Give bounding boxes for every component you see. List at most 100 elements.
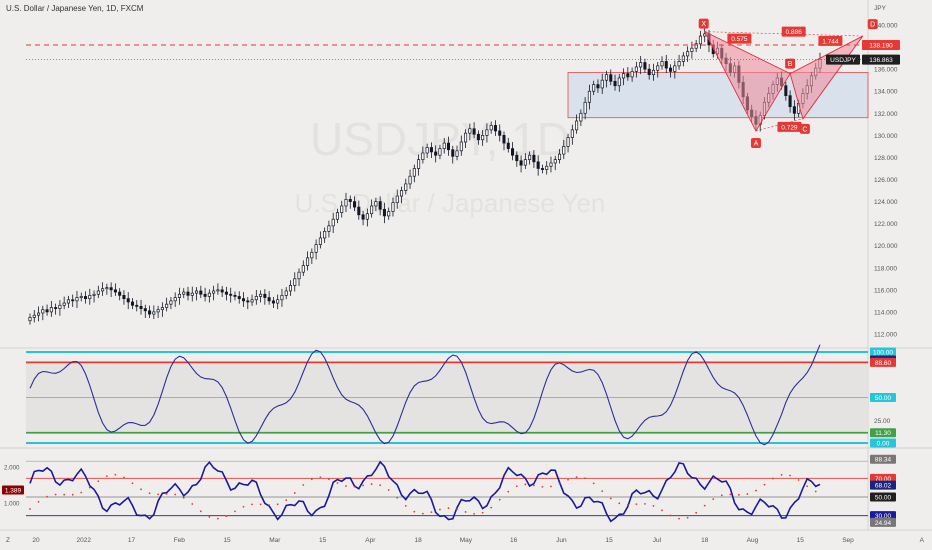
osc2-signal-dot <box>353 485 356 488</box>
candle-body <box>476 133 480 141</box>
osc2-signal-dot <box>780 474 783 476</box>
candle-body <box>118 291 122 296</box>
candle-body <box>639 62 643 68</box>
candle-body <box>540 168 544 170</box>
candle-body <box>464 132 468 143</box>
candle-body <box>459 141 463 152</box>
osc2-signal-dot <box>379 484 382 487</box>
osc2-signal-dot <box>293 492 296 494</box>
osc2-badge-bg <box>870 492 896 502</box>
candle-body <box>669 67 673 72</box>
osc2-signal-dot <box>71 493 74 496</box>
osc2-signal-dot <box>772 477 774 480</box>
candle-body <box>404 183 408 191</box>
harmonic-point-marker <box>750 137 761 148</box>
candle-body <box>442 142 446 149</box>
osc1-badge-bg <box>870 393 896 402</box>
candle-body <box>246 300 250 303</box>
candle-body <box>579 112 583 122</box>
osc2-signal-dot <box>396 496 399 499</box>
osc2-signal-dot <box>635 503 638 506</box>
osc1-badge: 0.00 <box>877 441 890 448</box>
candle-body <box>54 307 58 309</box>
osc2-signal-dot <box>370 483 373 485</box>
osc2-signal-dot <box>507 490 510 493</box>
candle-body <box>617 77 621 87</box>
osc1-badge-bg <box>870 347 896 357</box>
osc2-signal-dot <box>191 503 194 505</box>
candle-body <box>468 128 472 134</box>
candle-body <box>408 175 412 185</box>
harmonic-ratio-bg <box>781 26 806 37</box>
osc2-badge: 88.34 <box>875 457 892 464</box>
osc2-signal-dot <box>268 504 271 507</box>
candle-body <box>792 106 796 114</box>
osc2-left-tick: 2.000 <box>4 465 20 472</box>
osc2-badge: 30.00 <box>875 513 892 520</box>
osc2-signal-dot <box>464 511 467 513</box>
osc2-signal-dot <box>567 478 569 481</box>
candle-body <box>207 292 211 297</box>
candle-body <box>135 304 139 307</box>
candle-body <box>267 297 271 302</box>
harmonic-point-a: A <box>754 140 759 147</box>
candle-body <box>570 129 574 138</box>
harmonic-point-d: D <box>870 22 875 29</box>
candle-body <box>271 300 275 304</box>
price-tick-label: 134.000 <box>874 89 898 96</box>
candle-body <box>703 33 707 37</box>
harmonic-point-x: X <box>701 21 706 28</box>
time-axis-corner-left: Z <box>6 537 10 544</box>
candle-body <box>451 149 455 157</box>
candle-body <box>575 120 579 131</box>
osc2-badge: 24.94 <box>875 520 892 527</box>
osc1-line <box>29 344 821 446</box>
osc2-signal-dot <box>456 508 458 511</box>
candle-body <box>83 296 88 300</box>
osc2-left-badge-bg <box>2 485 24 495</box>
candle-body <box>545 165 549 170</box>
candle-body <box>387 211 391 217</box>
osc2-signal-dot <box>105 475 108 478</box>
candle-body <box>489 125 493 131</box>
candle-body <box>660 61 664 67</box>
osc2-signal-dot <box>29 508 31 510</box>
time-tick-label: 17 <box>128 537 136 544</box>
candle-body <box>297 271 301 280</box>
osc2-signal-dot <box>345 485 347 487</box>
candle-body <box>173 297 177 302</box>
harmonic-ratio-label: 0.886 <box>786 29 803 36</box>
candle-body <box>626 73 630 78</box>
candle-body <box>378 201 382 210</box>
candle-body <box>438 148 442 156</box>
candle-body <box>353 201 357 208</box>
price-tick-label: 118.000 <box>874 265 897 272</box>
osc2-signal-dot <box>439 508 441 511</box>
osc2-badge: 50.00 <box>875 495 892 502</box>
harmonic-point-marker <box>785 58 796 69</box>
candle-body <box>374 201 378 207</box>
candle-body <box>254 296 258 301</box>
price-tick-label: 128.000 <box>874 155 898 162</box>
osc2-signal-dot <box>609 497 612 500</box>
osc2-signal-dot <box>797 479 800 481</box>
candle-body <box>357 206 361 216</box>
osc1-badge-bg <box>870 438 896 448</box>
candle-body <box>186 291 190 296</box>
osc2-signal-dot <box>404 504 407 507</box>
candle-body <box>417 159 421 169</box>
osc2-signal-dot <box>447 507 450 510</box>
osc2-signal-dot <box>652 504 655 507</box>
osc2-signal-dot <box>541 485 544 488</box>
osc2-signal-dot <box>46 495 48 498</box>
osc2-signal-dot <box>421 512 424 515</box>
time-tick-label: 15 <box>319 537 327 544</box>
candle-body <box>148 310 152 315</box>
candle-body <box>425 147 429 154</box>
candle-body <box>485 129 489 136</box>
time-tick-label: Jun <box>556 537 567 544</box>
price-tick-label: 136.000 <box>874 67 898 74</box>
osc1-badge: 50.00 <box>875 395 892 402</box>
osc1-badge-bg <box>870 428 896 438</box>
